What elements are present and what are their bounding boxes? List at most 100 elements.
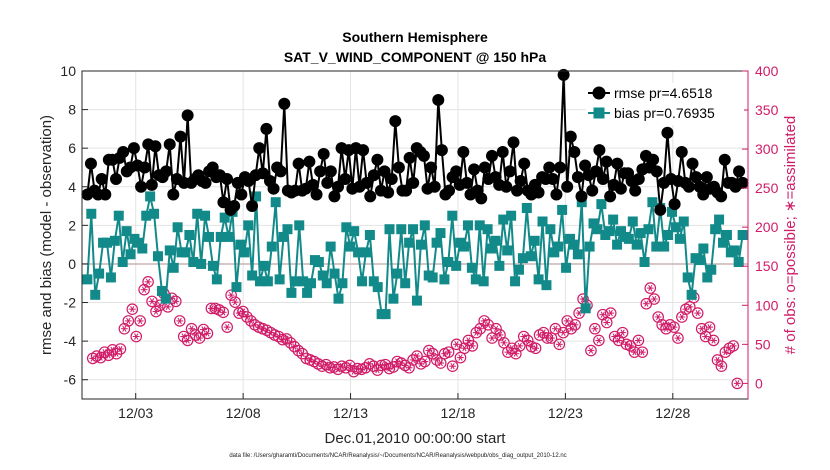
y-left-tick-label: 10 [60,63,76,79]
bias-point [145,191,156,202]
bias-point [392,268,403,279]
bias-point [408,224,419,235]
obs-marker-asterisk [232,298,238,306]
obs-marker-asterisk [130,305,135,313]
bias-point [470,274,481,285]
obs-marker-circle [225,289,237,301]
obs-marker-circle [715,360,728,372]
bias-point [513,264,524,275]
rmse-point [503,165,516,178]
obs-marker-asterisk [375,366,380,374]
obs-marker-circle [589,322,601,335]
bias-point [141,210,152,221]
obs-marker-circle [181,334,194,347]
bias-point [180,247,191,258]
obs-marker-asterisk [652,295,657,303]
rmse-point [468,163,481,176]
obs-marker-asterisk [114,350,119,357]
bias-point [329,268,340,279]
bias-point [86,208,97,219]
y-left-tick-label: 0 [68,256,76,272]
obs-marker [217,306,230,319]
bias-point [706,264,717,275]
obs-marker-circle [553,338,566,351]
rmse-point [700,171,713,184]
bias-point [627,216,638,227]
obs-marker-circle [130,330,143,343]
obs-marker-asterisk [118,345,123,353]
legend-rmse-marker [592,86,606,100]
rmse-point [364,190,377,203]
obs-marker-circle [616,326,629,339]
obs-marker-asterisk [557,341,562,348]
bias-point [521,202,532,213]
bias-point [321,278,332,289]
obs-marker-asterisk [106,352,111,359]
obs-marker [703,321,716,333]
obs-marker [577,293,589,305]
obs-marker-asterisk [592,325,598,332]
obs-marker-asterisk [225,323,230,331]
bias-point [188,257,199,268]
obs-marker [648,293,661,305]
y-right-tick-label: 100 [755,297,779,313]
obs-marker [419,355,431,368]
obs-marker-circle [197,323,210,336]
bias-point [714,214,725,225]
obs-marker-circle [719,346,732,358]
rmse-point [149,140,162,153]
bias-point [537,216,548,227]
y-right-tick-label: 50 [755,336,771,352]
rmse-point [518,157,531,170]
bias-point [733,257,744,268]
y-axis-left-label: rmse and bias (model - observation) [38,115,55,355]
obs-marker-circle [648,293,661,305]
y-right-tick-label: 200 [755,219,779,235]
obs-marker-circle [245,315,257,327]
obs-marker [114,343,127,355]
rmse-point [428,180,441,193]
bias-point [435,228,446,239]
obs-marker-asterisk [126,317,131,325]
rmse-point [682,180,695,193]
obs-marker-asterisk [438,359,443,367]
obs-marker-circle [529,342,542,355]
bias-point [364,230,375,240]
obs-marker [229,296,241,308]
rmse-point [400,184,413,197]
obs-marker-asterisk [122,325,127,332]
obs-marker-asterisk [628,342,633,350]
bias-point [152,251,163,262]
obs-marker-asterisk [640,348,645,356]
y-right-tick-label: 250 [755,180,779,196]
obs-marker-circle [604,307,617,319]
obs-marker-circle [284,336,297,349]
obs-marker-asterisk [648,284,653,292]
bias-point [298,276,309,287]
obs-marker [672,332,684,344]
obs-marker [707,334,720,347]
obs-marker-circle [703,321,716,333]
bias-point [121,226,132,237]
obs-marker-asterisk [493,325,499,332]
rmse-point [303,155,316,168]
rmse-point [654,203,667,216]
bias-point [635,228,646,239]
rmse-point [199,176,212,189]
obs-marker-asterisk [142,286,147,293]
rmse-point [84,157,97,170]
obs-marker-asterisk [489,334,495,342]
obs-marker [604,307,617,319]
bias-point [415,239,426,250]
bias-point [168,262,179,273]
obs-marker [173,315,186,327]
rmse-point [600,155,613,168]
rmse-point [367,169,380,182]
obs-marker-circle [375,359,388,372]
obs-marker-asterisk [229,291,234,299]
bias-point [396,224,407,235]
rmse-point [435,144,448,157]
obs-marker-circle [126,303,139,315]
obs-marker-asterisk [486,321,491,329]
